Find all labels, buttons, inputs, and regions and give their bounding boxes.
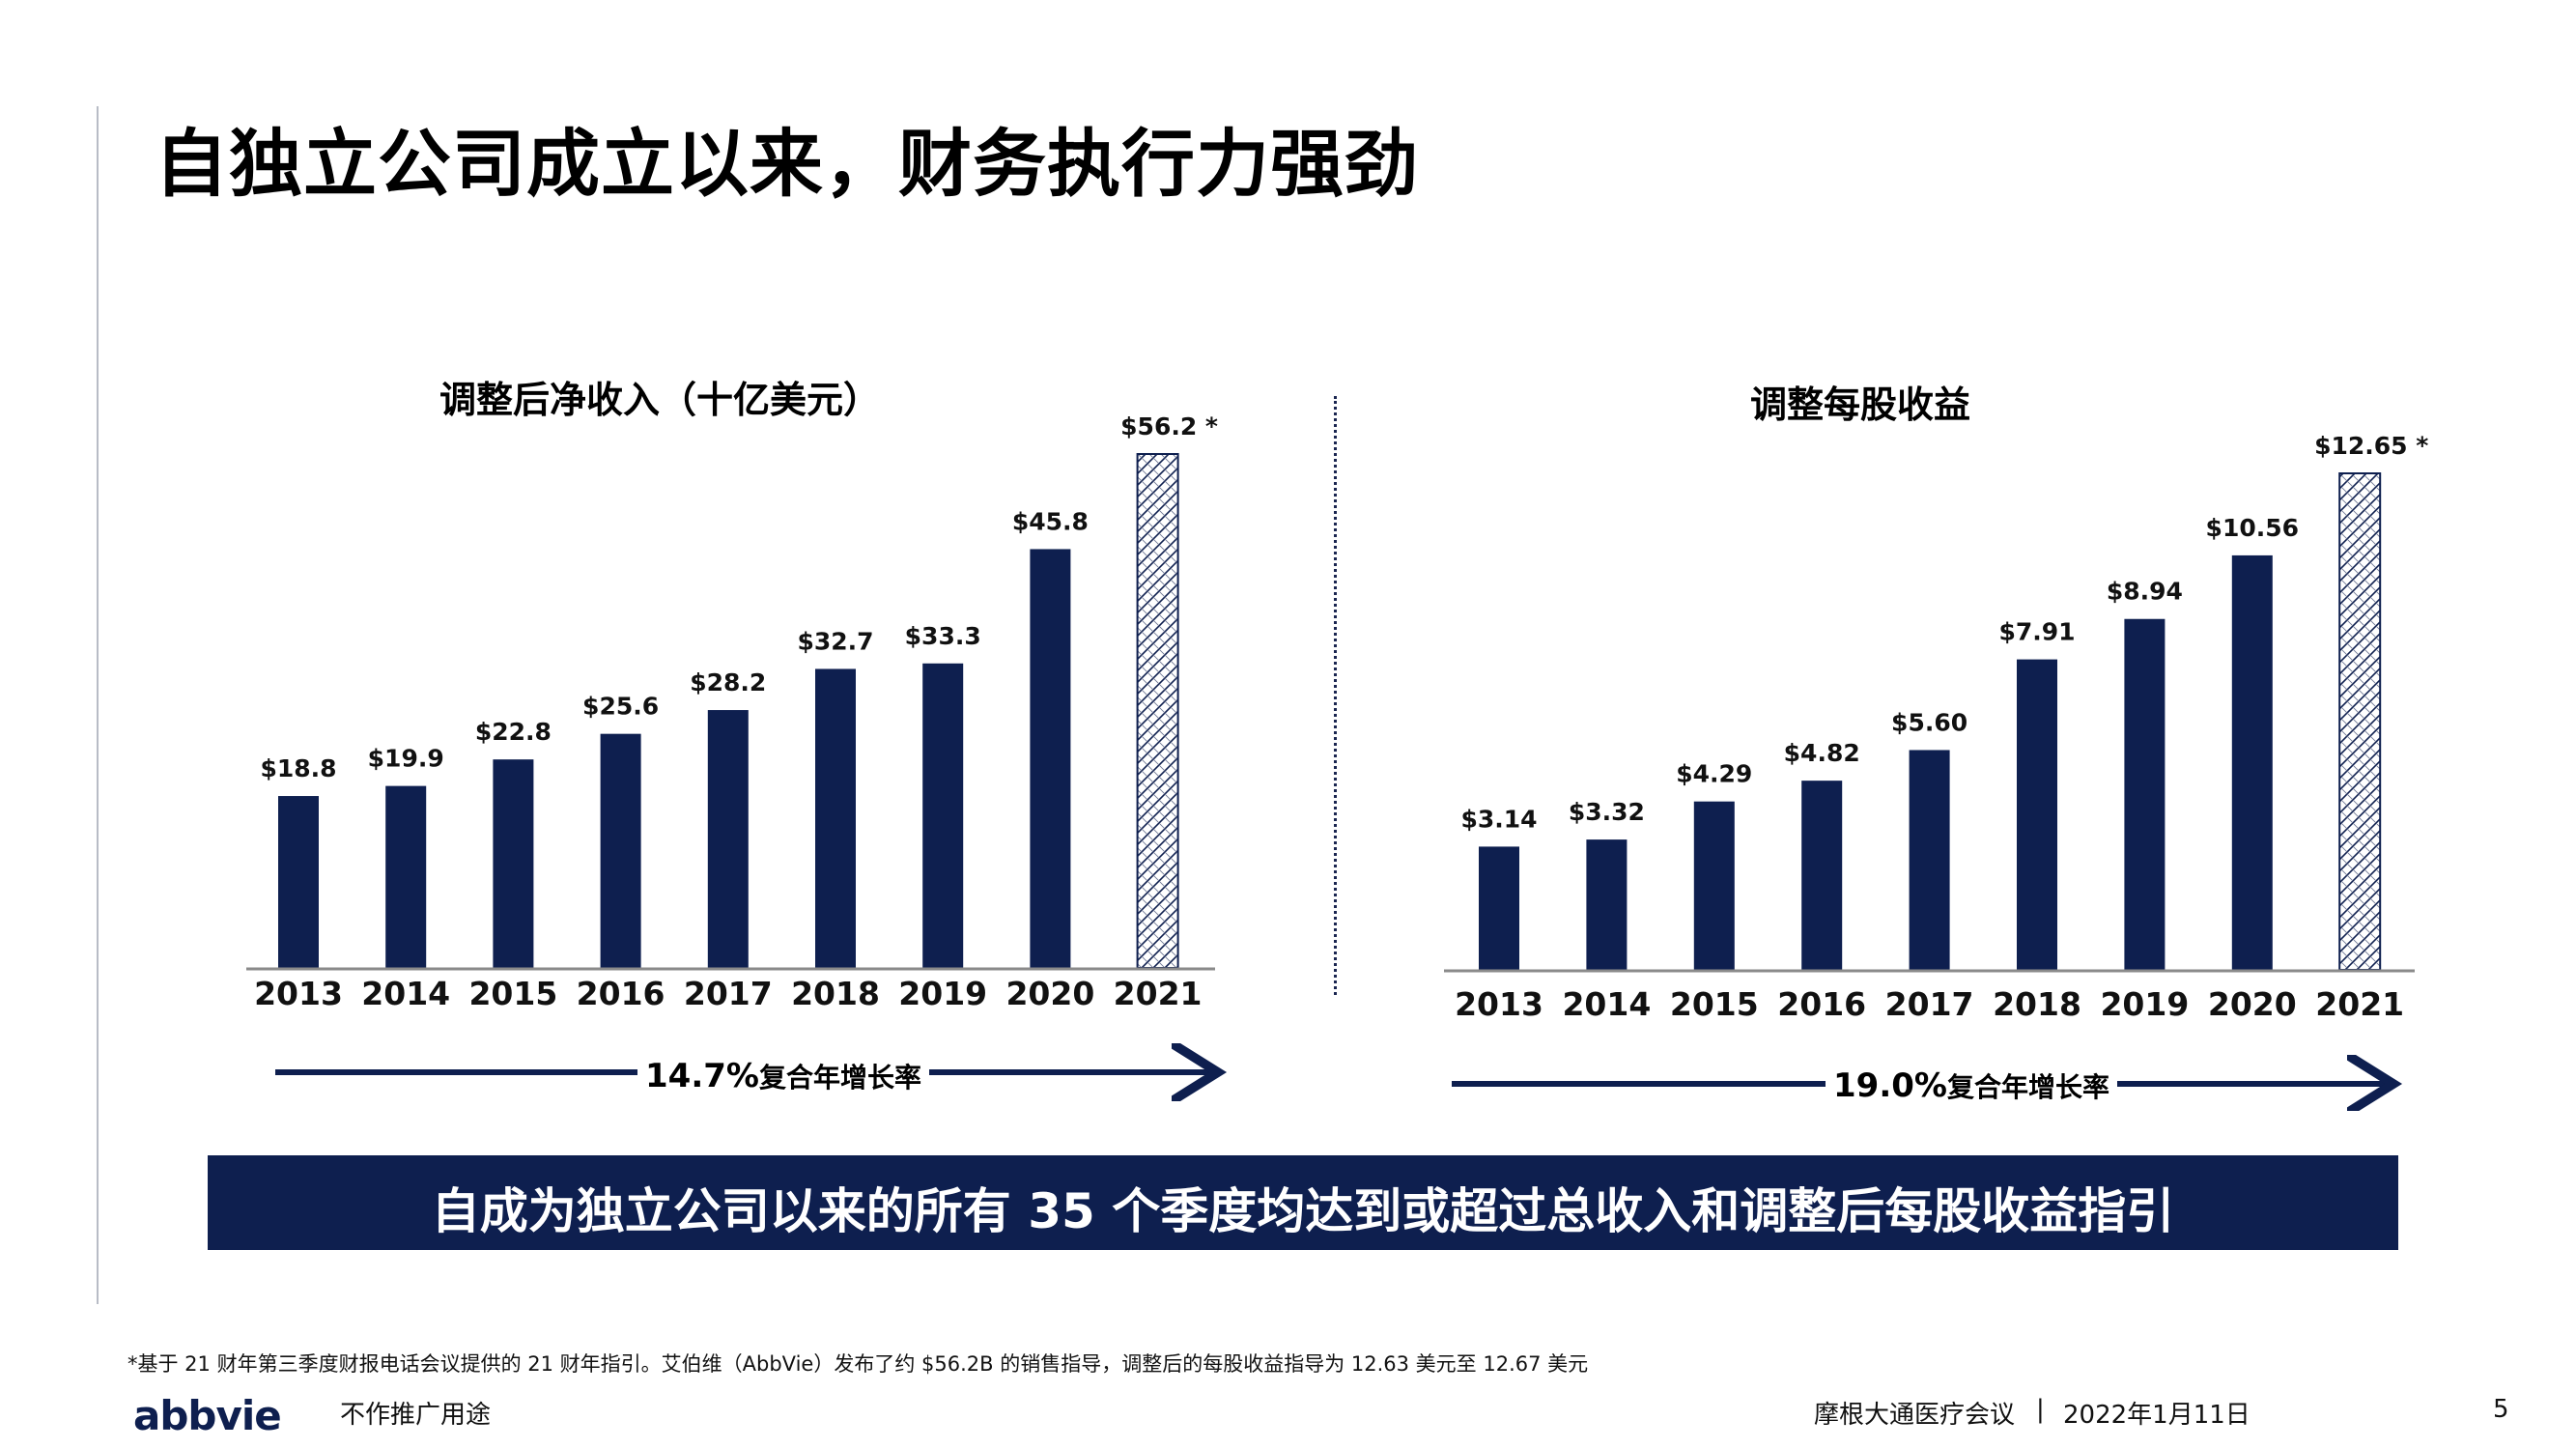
bar-2020 — [1030, 549, 1071, 968]
tick-label-2015: 2015 — [1670, 985, 1759, 1023]
bar-2020 — [2231, 554, 2273, 970]
revenue-cagr: 14.7%复合年增长率 — [637, 1057, 929, 1095]
bar-2019 — [2124, 618, 2166, 970]
value-label-2014: $3.32 — [1569, 798, 1645, 826]
bar-2021 — [1136, 453, 1179, 969]
eps-chart-title: 调整每股收益 — [1750, 384, 1971, 426]
tick-label-2013: 2013 — [254, 975, 343, 1012]
tick-label-2014: 2014 — [361, 975, 450, 1012]
tick-label-2014: 2014 — [1562, 985, 1651, 1023]
value-label-2021: $12.65 * — [2314, 432, 2428, 460]
page-number: 5 — [2493, 1395, 2509, 1424]
value-label-2013: $3.14 — [1460, 805, 1537, 833]
tick-label-2019: 2019 — [898, 975, 987, 1012]
bar-2016 — [600, 733, 641, 968]
tick-label-2016: 2016 — [577, 975, 665, 1012]
highlight-banner: 自成为独立公司以来的所有 35 个季度均达到或超过总收入和调整后每股收益指引 — [208, 1155, 2398, 1250]
value-label-2017: $5.60 — [1891, 708, 1967, 736]
tick-label-2021: 2021 — [2315, 985, 2404, 1023]
tick-label-2017: 2017 — [1885, 985, 1974, 1023]
value-label-2021: $56.2 * — [1120, 412, 1218, 440]
tick-label-2020: 2020 — [1005, 975, 1094, 1012]
footer-date: 2022年1月11日 — [2063, 1401, 2250, 1430]
value-label-2013: $18.8 — [260, 754, 336, 782]
abbvie-logo: abbvie — [133, 1392, 282, 1439]
revenue-cagr-label: 复合年增长率 — [758, 1062, 921, 1094]
tick-label-2016: 2016 — [1777, 985, 1866, 1023]
page-title: 自独立公司成立以来，财务执行力强劲 — [155, 121, 1419, 207]
value-label-2018: $32.7 — [797, 627, 873, 655]
bar-2018 — [815, 668, 856, 968]
banner-text: 自成为独立公司以来的所有 35 个季度均达到或超过总收入和调整后每股收益指引 — [431, 1183, 2175, 1239]
bar-2019 — [922, 663, 964, 968]
tick-label-2015: 2015 — [468, 975, 557, 1012]
value-label-2016: $4.82 — [1784, 739, 1860, 767]
bar-2013 — [278, 796, 319, 968]
revenue-chart-title: 调整后净收入（十亿美元） — [439, 379, 881, 421]
eps-cagr-label: 复合年增长率 — [1946, 1071, 2109, 1103]
eps-cagr: 19.0%复合年增长率 — [1826, 1066, 2117, 1105]
bar-2017 — [707, 710, 749, 968]
bar-2017 — [1909, 750, 1950, 970]
value-label-2016: $25.6 — [582, 693, 659, 721]
value-label-2018: $7.91 — [1998, 618, 2075, 646]
eps-cagr-value: 19.0% — [1833, 1066, 1947, 1105]
bar-2016 — [1801, 781, 1843, 970]
tick-label-2018: 2018 — [791, 975, 880, 1012]
value-label-2015: $4.29 — [1676, 760, 1752, 788]
value-label-2020: $45.8 — [1012, 507, 1089, 535]
value-label-2019: $8.94 — [2107, 578, 2183, 606]
value-label-2020: $10.56 — [2206, 514, 2299, 542]
tick-label-2013: 2013 — [1455, 985, 1543, 1023]
promo-disclaimer: 不作推广用途 — [340, 1401, 492, 1430]
bar-2015 — [493, 759, 534, 968]
value-label-2019: $33.3 — [905, 622, 981, 650]
value-label-2014: $19.9 — [368, 745, 444, 773]
tick-label-2018: 2018 — [1993, 985, 2081, 1023]
tick-label-2019: 2019 — [2100, 985, 2189, 1023]
bar-2014 — [385, 785, 427, 968]
bar-2015 — [1693, 801, 1735, 970]
eps-chart: $3.14 2013 $3.32 2014 $4.29 2015 $4.82 2016 $5.6… — [1444, 432, 2428, 1084]
chart-divider — [1334, 396, 1337, 995]
bar-charts: $18.8 2013 $19.9 2014 $22.8 2015 $25.6 2016 $28.… — [246, 412, 2428, 1111]
value-label-2015: $22.8 — [475, 718, 552, 746]
footer-separator: | — [2036, 1395, 2045, 1424]
conference-name: 摩根大通医疗会议 — [1814, 1401, 2016, 1430]
bar-2013 — [1479, 846, 1519, 970]
tick-label-2017: 2017 — [684, 975, 773, 1012]
bar-2014 — [1586, 839, 1628, 970]
left-accent-line — [97, 106, 99, 1304]
bar-2021 — [2338, 472, 2382, 971]
tick-label-2021: 2021 — [1114, 975, 1203, 1012]
bar-2018 — [2017, 659, 2057, 970]
revenue-chart: $18.8 2013 $19.9 2014 $22.8 2015 $25.6 2016 $28.… — [246, 412, 1218, 1072]
value-label-2017: $28.2 — [690, 668, 766, 696]
footnote: *基于 21 财年第三季度财报电话会议提供的 21 财年指引。艾伯维（AbbVi… — [127, 1352, 1589, 1376]
tick-label-2020: 2020 — [2208, 985, 2297, 1023]
revenue-cagr-value: 14.7% — [645, 1057, 759, 1095]
